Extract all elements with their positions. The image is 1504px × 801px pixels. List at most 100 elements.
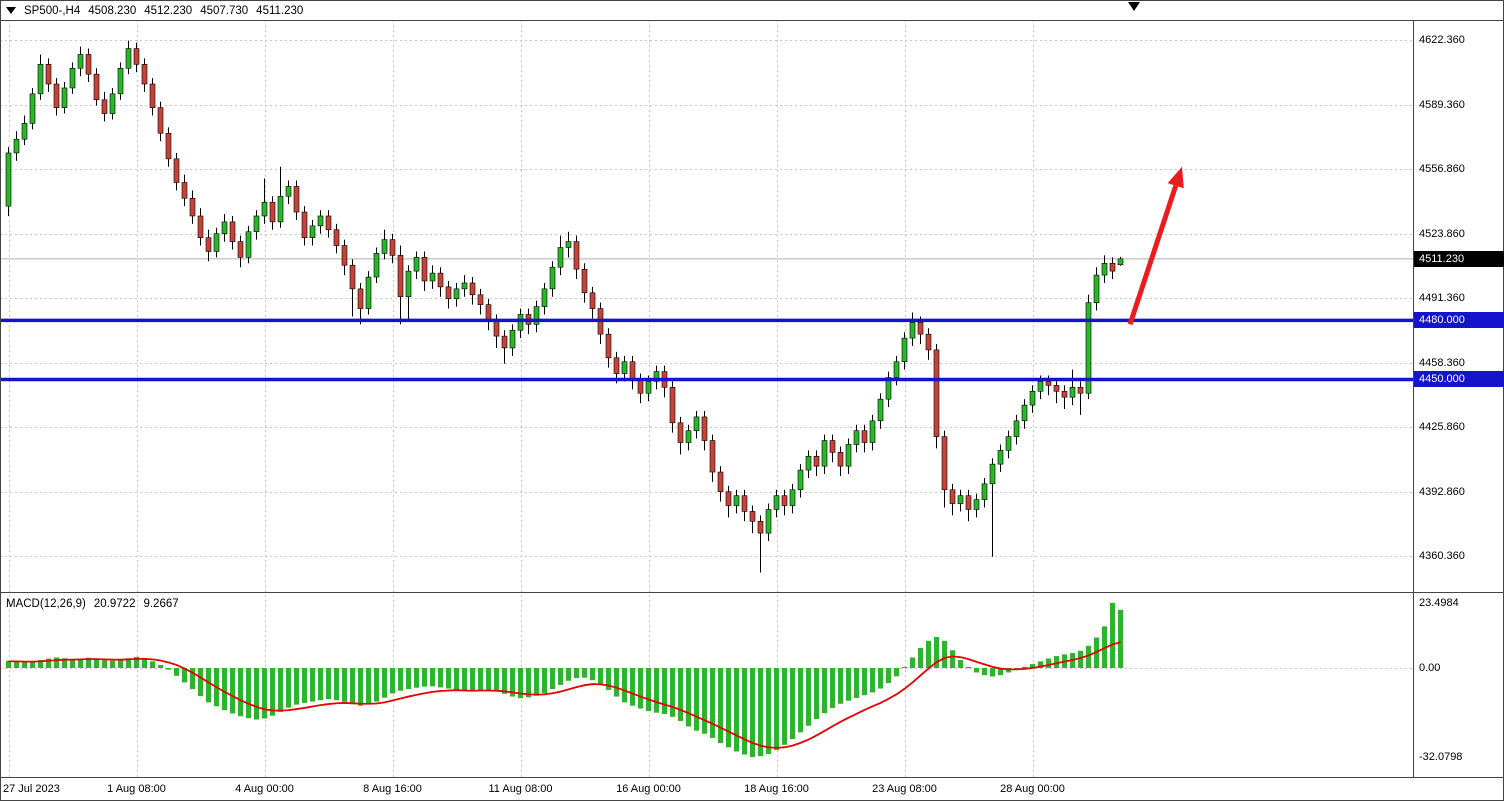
- macd-bar: [966, 666, 971, 668]
- level-price-badge: 4480.000: [1414, 312, 1504, 329]
- candle-bullish: [877, 398, 884, 422]
- macd-bar: [230, 667, 235, 714]
- macd-bar: [38, 659, 43, 668]
- candle-bullish: [981, 483, 988, 500]
- candle-bearish: [701, 416, 708, 441]
- candle-bearish: [829, 440, 836, 453]
- macd-bar: [414, 667, 419, 688]
- symbol-dropdown-icon[interactable]: [6, 7, 16, 14]
- macd-bar: [358, 667, 363, 706]
- macd-bar: [958, 659, 963, 668]
- macd-bar: [726, 667, 731, 748]
- current-price-badge: 4511.230: [1414, 250, 1504, 267]
- candle-bullish: [893, 361, 900, 378]
- macd-bar: [158, 664, 163, 668]
- macd-bar: [118, 659, 123, 668]
- candle-bullish: [549, 266, 556, 290]
- macd-bar: [910, 657, 915, 668]
- candle-bearish: [781, 495, 788, 506]
- candle-bullish: [909, 322, 916, 339]
- candle-bullish: [221, 221, 228, 235]
- candle-bullish: [285, 186, 292, 197]
- candle-bullish: [1117, 258, 1124, 266]
- macd-header: MACD(12,26,9) 20.9722 9.2667: [6, 596, 179, 611]
- macd-bar: [438, 667, 443, 688]
- trend-arrow[interactable]: [1127, 166, 1184, 326]
- candle-bullish: [989, 463, 996, 485]
- candle-bearish: [941, 436, 948, 491]
- candle-bullish: [789, 489, 796, 506]
- macd-value: 20.9722: [93, 597, 136, 610]
- candle-bullish: [845, 444, 852, 467]
- candle-bullish: [565, 241, 572, 248]
- candle-bearish: [1109, 262, 1116, 272]
- candle-bearish: [445, 286, 452, 300]
- macd-bar: [614, 667, 619, 697]
- macd-bar: [814, 667, 819, 720]
- candle-bullish: [29, 93, 36, 124]
- macd-bar: [774, 667, 779, 751]
- candle-bearish: [133, 48, 140, 65]
- candle-bearish: [485, 304, 492, 321]
- candle-bullish: [869, 420, 876, 443]
- candle-bearish: [165, 132, 172, 160]
- candle-bearish: [53, 83, 60, 108]
- macd-bar: [398, 667, 403, 691]
- macd-bar: [422, 667, 427, 687]
- candle-bearish: [341, 245, 348, 266]
- macd-bar: [30, 661, 35, 668]
- macd-bar: [862, 667, 867, 696]
- macd-bar: [374, 667, 379, 702]
- candle-bearish: [181, 182, 188, 199]
- macd-bar: [278, 667, 283, 712]
- candle-bearish: [925, 333, 932, 351]
- candle-bullish: [957, 495, 964, 504]
- candle-bullish: [901, 337, 908, 363]
- macd-bar: [86, 657, 91, 668]
- macd-bar: [630, 667, 635, 706]
- candle-bearish: [197, 215, 204, 238]
- level-price-badge: 4450.000: [1414, 371, 1504, 388]
- macd-bar: [1110, 602, 1115, 668]
- candle-bullish: [261, 201, 268, 217]
- macd-bar: [1054, 656, 1059, 668]
- candle-bullish: [69, 67, 76, 89]
- macd-bar: [694, 667, 699, 731]
- macd-bar: [998, 667, 1003, 676]
- macd-bar: [326, 667, 331, 700]
- candle-bearish: [965, 495, 972, 510]
- candle-bullish: [461, 282, 468, 290]
- macd-bar: [486, 667, 491, 691]
- candle-bullish: [533, 306, 540, 325]
- macd-bar: [566, 667, 571, 681]
- macd-bar: [206, 667, 211, 703]
- macd-bar: [198, 667, 203, 697]
- macd-bar: [702, 667, 707, 734]
- macd-bar: [654, 667, 659, 713]
- candle-bullish: [1029, 390, 1036, 406]
- ohlc-close: 4511.230: [256, 4, 304, 17]
- candle-bearish: [173, 158, 180, 183]
- candle-bearish: [205, 237, 212, 252]
- candle-bullish: [317, 215, 324, 227]
- macd-histogram: [6, 602, 1123, 757]
- candle-bearish: [189, 197, 196, 217]
- macd-bar: [870, 667, 875, 693]
- candle-bullish: [821, 440, 828, 467]
- candle-bearish: [605, 333, 612, 359]
- candle-bearish: [725, 491, 732, 506]
- candle-bullish: [213, 233, 220, 252]
- gridlines: [0, 20, 1413, 777]
- macd-bar: [742, 667, 747, 755]
- candle-bullish: [373, 253, 380, 278]
- candle-bearish: [581, 268, 588, 294]
- macd-bar: [382, 667, 387, 698]
- candle-bearish: [421, 257, 428, 282]
- macd-bar: [534, 667, 539, 696]
- macd-bar: [894, 667, 899, 677]
- chart-shift-marker-icon[interactable]: [1128, 2, 1140, 11]
- macd-bar: [14, 661, 19, 668]
- candle-bearish: [1077, 387, 1084, 394]
- ohlc-open: 4508.230: [88, 4, 137, 17]
